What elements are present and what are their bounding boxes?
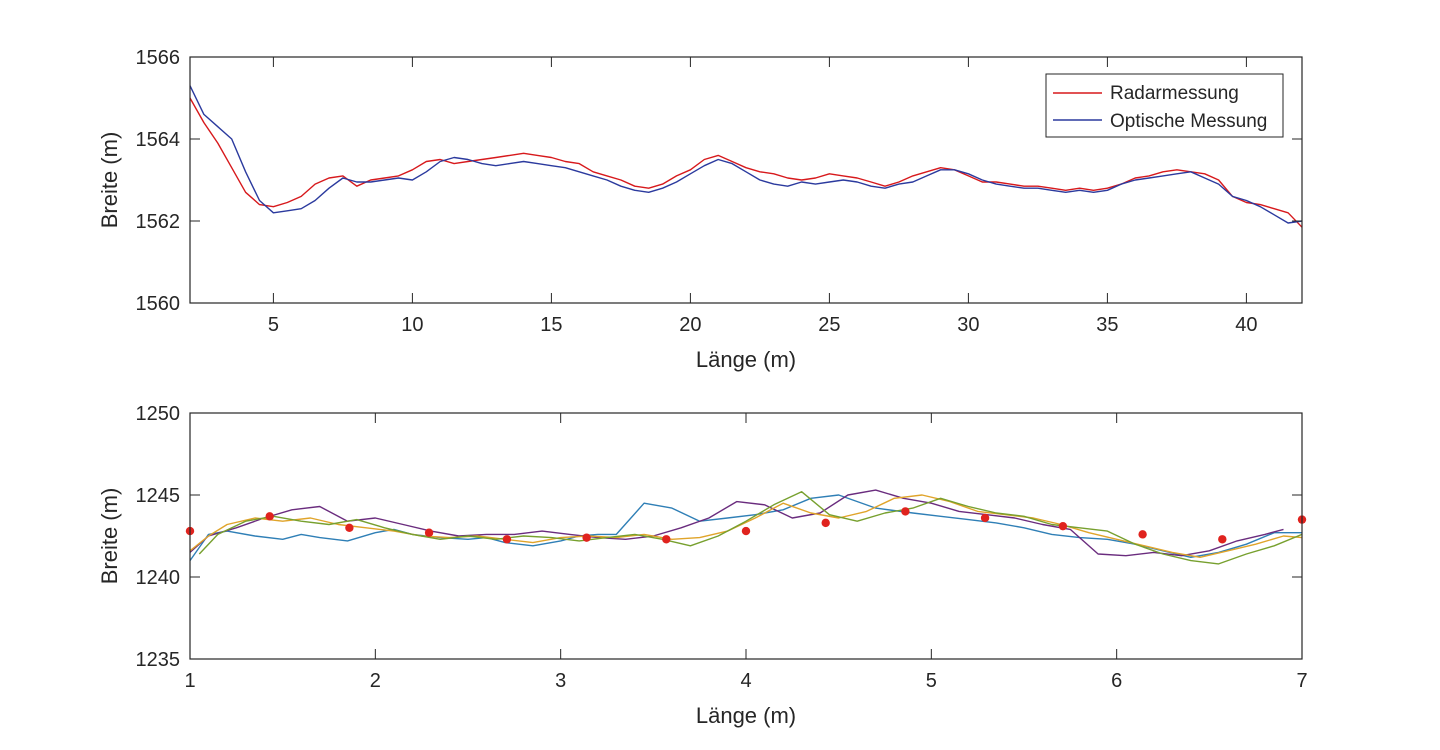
bottom-y-tick-label: 1250 (136, 403, 181, 425)
bottom-marker-point (582, 533, 591, 542)
top-x-tick-label: 25 (818, 314, 840, 336)
bottom-marker-point (502, 535, 512, 544)
bottom-series-line-1 (189, 489, 1284, 557)
top-y-ticks: 1560 1562 1564 1566 (136, 47, 1302, 315)
top-x-tick-label: 10 (401, 314, 423, 336)
top-x-tick-label: 30 (957, 314, 979, 336)
chart-bottom: 1 2 3 4 5 6 7 1235 1240 1245 1250 Länge (m) Breit… (97, 403, 1308, 728)
bottom-marker-point (1218, 535, 1227, 544)
bottom-marker-point (741, 526, 751, 536)
top-y-tick-label: 1560 (136, 293, 181, 315)
bottom-marker-point (662, 535, 671, 544)
top-x-tick-label: 5 (268, 314, 279, 336)
bottom-x-tick-label: 3 (555, 670, 566, 692)
top-series-group (189, 85, 1303, 228)
bottom-marker-point (424, 528, 434, 537)
bottom-marker-point (821, 518, 830, 528)
bottom-x-ticks: 1 2 3 4 5 6 7 (184, 413, 1308, 692)
bottom-series-group (185, 489, 1307, 565)
top-series-line-1 (189, 85, 1303, 224)
bottom-y-tick-label: 1235 (136, 649, 181, 671)
bottom-y-tick-label: 1240 (136, 567, 181, 589)
top-x-ticks: 5 10 15 20 25 30 35 40 (268, 57, 1258, 336)
top-y-axis-label: Breite (m) (97, 132, 122, 229)
legend-label-optical: Optische Messung (1110, 111, 1267, 132)
bottom-x-tick-label: 5 (926, 670, 937, 692)
bottom-y-axis-label: Breite (m) (97, 488, 122, 585)
bottom-x-tick-label: 2 (370, 670, 381, 692)
top-y-tick-label: 1566 (136, 47, 181, 69)
bottom-marker-point (345, 523, 354, 532)
bottom-series-line-3 (198, 491, 1303, 565)
top-x-tick-label: 15 (540, 314, 562, 336)
top-y-tick-label: 1562 (136, 211, 181, 233)
plot-area-bottom (190, 413, 1302, 659)
bottom-x-axis-label: Länge (m) (696, 703, 796, 728)
bottom-marker-point (265, 512, 274, 521)
bottom-x-tick-label: 1 (184, 670, 195, 692)
bottom-y-ticks: 1235 1240 1245 1250 (136, 403, 1302, 671)
top-x-tick-label: 40 (1235, 314, 1257, 336)
legend: Radarmessung Optische Messung (1045, 73, 1284, 138)
legend-box (1045, 73, 1284, 138)
bottom-x-tick-label: 6 (1111, 670, 1122, 692)
chart-top: 5 10 15 20 25 30 35 40 1560 1562 1564 1566 Länge (… (97, 47, 1303, 372)
legend-label-radar: Radarmessung (1110, 83, 1239, 104)
bottom-marker-point (980, 513, 990, 523)
bottom-series-line-2 (189, 494, 1303, 558)
bottom-x-tick-label: 7 (1296, 670, 1307, 692)
top-x-tick-label: 35 (1096, 314, 1118, 336)
top-x-axis-label: Länge (m) (696, 347, 796, 372)
bottom-marker-point (1058, 521, 1068, 531)
bottom-marker-point (901, 507, 910, 516)
bottom-x-tick-label: 4 (740, 670, 751, 692)
bottom-y-tick-label: 1245 (136, 485, 181, 507)
top-x-tick-label: 20 (679, 314, 701, 336)
axes-box-top (189, 56, 1303, 304)
top-y-tick-label: 1564 (136, 129, 181, 151)
bottom-series-line-0 (189, 494, 1302, 562)
bottom-marker-point (1138, 530, 1147, 539)
